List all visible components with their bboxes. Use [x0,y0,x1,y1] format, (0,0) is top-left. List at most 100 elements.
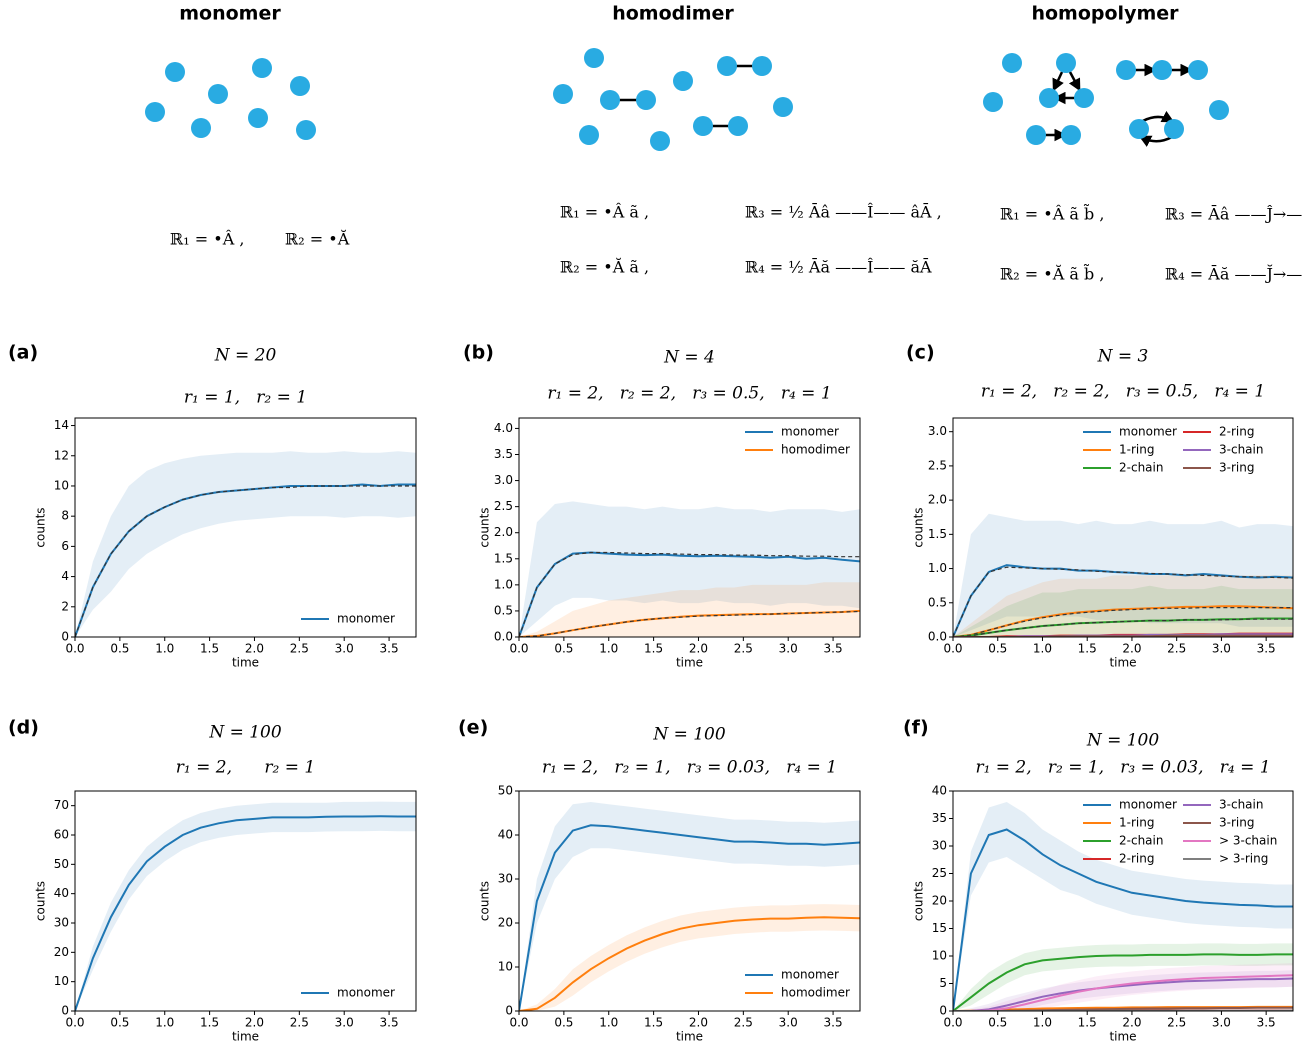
legend-label: 2-chain [1119,461,1163,475]
chart-subtitle: r₁ = 2, r₂ = 1 [176,758,315,778]
x-tick-label: 1.0 [1033,642,1052,656]
legend-label: monomer [1119,798,1177,812]
legend-label: monomer [337,986,395,1000]
x-tick-label: 2.0 [1122,642,1141,656]
y-tick-label: 4.0 [494,421,513,435]
y-tick-label: 30 [54,916,69,930]
chart-title: N = 3 [1097,347,1149,367]
x-tick-label: 0.5 [988,642,1007,656]
y-tick-label: 5 [939,976,947,990]
legend-label: 1-ring [1119,816,1154,830]
y-tick-label: 40 [932,784,947,798]
chart: (c) N = 3 r₁ = 2, r₂ = 2, r₃ = 0.5, r₄ = 1… [906,342,1294,670]
equation: ℝ₄ = ½ Āă ——Î—— ăĀ [745,257,932,277]
chart-title: N = 4 [663,348,715,368]
series-line [953,953,1293,1011]
y-tick-label: 10 [498,960,513,974]
y-tick-label: 20 [498,916,513,930]
band [519,802,860,1011]
plot-area [75,801,416,1011]
y-tick-label: 1.5 [494,551,513,565]
x-tick-label: 3.0 [1212,642,1231,656]
y-tick-label: 10 [54,478,69,492]
x-tick-label: 2.5 [1167,642,1186,656]
legend-label: 3-ring [1219,461,1254,475]
axes-frame [952,417,1294,638]
series-line [519,824,860,1011]
y-tick-label: 2.5 [928,458,947,472]
y-tick-label: 3.5 [494,447,513,461]
y-tick-label: 50 [54,857,69,871]
x-tick-label: 0.5 [988,1016,1007,1030]
y-tick-label: 1.0 [928,561,947,575]
band [75,451,416,637]
x-tick-label: 3.5 [380,1016,399,1030]
chart-subtitle: r₁ = 2, r₂ = 2, r₃ = 0.5, r₄ = 1 [547,384,831,404]
panel-label: (b) [463,342,494,364]
legend-label: > 3-ring [1219,852,1268,866]
x-tick-label: 0.5 [554,1016,573,1030]
x-axis-label: time [232,656,259,670]
equation: ℝ₁ = •Â ã , [560,202,649,222]
chart-subtitle: r₁ = 1, r₂ = 1 [184,388,307,408]
x-tick-label: 2.0 [689,642,708,656]
y-tick-label: 0.5 [928,595,947,609]
legend-label: homodimer [781,443,850,457]
schematic-monomer [145,58,316,140]
y-tick-label: 3.0 [928,424,947,438]
panel-label: (c) [906,342,935,364]
chart: (f) N = 100 r₁ = 2, r₂ = 1, r₃ = 0.03, r₄ … [903,717,1294,1044]
x-tick-label: 1.5 [1078,1016,1097,1030]
y-tick-label: 0 [61,630,69,644]
x-tick-label: 3.5 [1257,642,1276,656]
chart-title: N = 100 [652,725,726,745]
plot-area [75,451,416,637]
legend-label: monomer [781,968,839,982]
y-tick-label: 25 [932,866,947,880]
schematic-title: homopolymer [1031,3,1179,25]
y-axis-label: counts [912,881,926,921]
theory-line [953,607,1293,637]
plot-area [953,513,1293,637]
y-tick-label: 0.0 [928,630,947,644]
band [519,904,860,1011]
x-tick-label: 2.5 [1167,1016,1186,1030]
band [953,585,1293,637]
axes-frame [74,790,417,1012]
theory-line [75,485,416,637]
y-tick-label: 50 [498,784,513,798]
legend-label: monomer [781,425,839,439]
x-tick-label: 3.0 [335,1016,354,1030]
x-tick-label: 0.0 [65,642,84,656]
band [953,802,1293,1011]
x-tick-label: 2.5 [290,642,309,656]
x-tick-label: 2.0 [689,1016,708,1030]
equation: ℝ₄ = Āă ——J̆→— b̆Ā [1165,262,1307,283]
x-tick-label: 1.5 [644,642,663,656]
y-axis-label: counts [912,507,926,547]
y-tick-label: 30 [498,872,513,886]
x-tick-label: 3.0 [335,642,354,656]
x-tick-label: 3.5 [824,1016,843,1030]
x-tick-label: 3.5 [824,642,843,656]
band [75,801,416,1011]
x-tick-label: 0.5 [554,642,573,656]
equation: ℝ₃ = Āâ ——Ĵ→— b̂Ā , [1165,203,1307,223]
equation: ℝ₁ = •Â , [170,229,244,249]
legend-label: monomer [1119,425,1177,439]
chart-title: N = 20 [214,346,277,366]
series-line [953,977,1293,1011]
x-axis-label: time [676,656,703,670]
legend-label: 3-ring [1219,816,1254,830]
y-tick-label: 40 [498,828,513,842]
x-tick-label: 1.5 [200,642,219,656]
y-tick-label: 4 [61,569,69,583]
legend-label: homodimer [781,986,850,1000]
series-line [519,551,860,637]
x-tick-label: 1.5 [644,1016,663,1030]
axes-frame [518,790,861,1012]
chart: (a) N = 20 r₁ = 1, r₂ = 1 0.0 0.5 1.0 1.5 2.0 2.… [8,342,417,670]
chart: (b) N = 4 r₁ = 2, r₂ = 2, r₃ = 0.5, r₄ = 1… [463,342,861,670]
y-tick-label: 1.5 [928,527,947,541]
equation: ℝ₂ = •Ă ã b̃ , [1000,263,1104,283]
